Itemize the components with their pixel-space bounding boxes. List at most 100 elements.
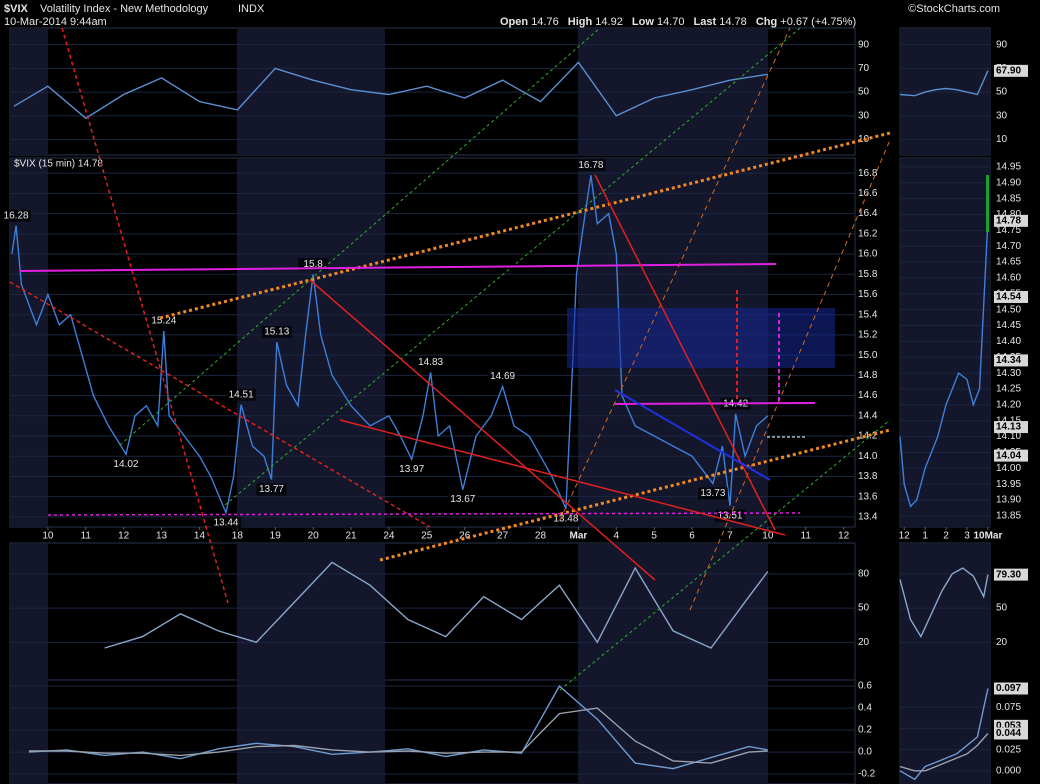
axis-label: 14.54 [996,292,1021,303]
y-tick-label: 14.40 [996,336,1021,347]
volume-bar [986,175,989,232]
x-tick-label: 11 [801,531,812,542]
annotation-box [487,370,518,383]
x-tick-label: 18 [232,531,244,542]
x-tick-label: 2 [943,531,949,542]
x-tick-label: 10 [42,531,54,542]
quote-value: 14.76 [531,16,559,28]
y-tick-label: 14.70 [996,241,1021,252]
datetime: 10-Mar-2014 9:44am [4,16,107,28]
x-tick-label: 7 [727,531,733,542]
y-tick-label: 13.85 [996,511,1021,522]
annotation-label: 14.02 [113,459,138,470]
y-tick-label: 20 [996,637,1008,648]
annotation-label: 13.97 [399,464,424,475]
axis-label: 0.053 [996,720,1021,731]
y-tick-label: 15.8 [858,269,878,280]
quote-label: High [568,16,593,28]
annotation-box [575,159,606,172]
y-tick-label: 0.2 [858,725,872,736]
y-tick-label: 14.75 [996,225,1021,236]
annotation-box [415,356,446,369]
y-tick-label: 0.4 [858,703,872,714]
y-tick-label: 15.2 [858,330,878,341]
y-tick-label: 50 [996,603,1008,614]
y-tick-label: 15.6 [858,289,878,300]
y-tick-label: 15.0 [858,350,878,361]
y-tick-label: 0.0 [858,747,872,758]
axis-label-box [994,214,1028,227]
y-tick-label: 14.85 [996,193,1021,204]
x-tick-label: 28 [535,531,547,542]
y-tick-label: 14.30 [996,368,1021,379]
axis-label-box [994,449,1028,462]
axis-label-box [994,64,1028,77]
y-tick-label: 14.4 [858,410,878,421]
y-tick-label: 14.0 [858,451,878,462]
y-tick-label: 16.8 [858,168,878,179]
annotation-box [697,487,728,500]
annotation-label: 13.48 [553,513,578,524]
y-tick-label: 16.4 [858,208,878,219]
y-tick-label: 13.90 [996,495,1021,506]
x-tick-label: 24 [383,531,395,542]
y-tick-label: 50 [858,603,870,614]
y-tick-label: 14.6 [858,390,878,401]
y-tick-label: 13.95 [996,479,1021,490]
annotation-label: 15.24 [151,316,176,327]
series-line [104,561,769,649]
index-name: Volatility Index - New Methodology [40,3,209,15]
annotation-box [256,483,287,496]
change-value: +0.67 (+4.75%) [780,16,856,28]
y-tick-label: 90 [996,39,1008,50]
y-tick-label: 14.15 [996,415,1021,426]
series-legend: $VIX (15 min) 14.78 [14,159,103,170]
y-tick-label: 10 [996,134,1008,145]
y-tick-label: -0.2 [858,769,876,780]
annotation-label: 14.69 [490,371,515,382]
annotation-label: 14.51 [229,389,254,400]
annotation-box [148,314,179,327]
x-tick-label: 10 [762,531,774,542]
x-tick-label: 13 [156,531,168,542]
axis-label-box [994,568,1028,581]
series-line [899,70,989,97]
annotation-box [210,516,241,529]
y-tick-label: 20 [858,637,870,648]
axis-label-box [994,354,1028,367]
y-tick-label: 50 [858,87,870,98]
x-tick-label: 10Mar [973,531,1002,542]
y-tick-label: 16.0 [858,249,878,260]
y-tick-label: 30 [996,110,1008,121]
highlight-zone [567,308,835,368]
annotation-label: 15.13 [264,327,289,338]
symbol: $VIX [4,3,29,15]
annotation-box [226,388,257,401]
axis-label: 0.044 [996,728,1021,739]
annotation-label: 13.67 [450,494,475,505]
x-tick-label: 1 [922,531,928,542]
y-tick-label: 13.6 [858,491,878,502]
y-tick-label: 14.90 [996,177,1021,188]
axis-label-box [994,682,1028,695]
series-line [899,733,989,772]
y-tick-label: 70 [858,63,870,74]
annotation-label: 13.77 [259,484,284,495]
axis-label: 79.30 [996,569,1021,580]
y-tick-label: 14.8 [858,370,878,381]
y-tick-label: 15.4 [858,309,878,320]
x-tick-label: 3 [964,531,970,542]
series-line [899,220,989,508]
exchange: INDX [238,3,265,15]
x-tick-label: 25 [421,531,433,542]
y-tick-label: 0.000 [996,765,1021,776]
axis-label: 14.34 [996,355,1021,366]
annotation-label: 14.83 [418,357,443,368]
y-tick-label: 14.20 [996,399,1021,410]
quote-value: 14.78 [719,16,747,28]
credit: ©StockCharts.com [908,3,1000,15]
annotation-box [261,325,292,338]
y-tick-label: 14.80 [996,209,1021,220]
y-tick-label: 90 [858,39,870,50]
